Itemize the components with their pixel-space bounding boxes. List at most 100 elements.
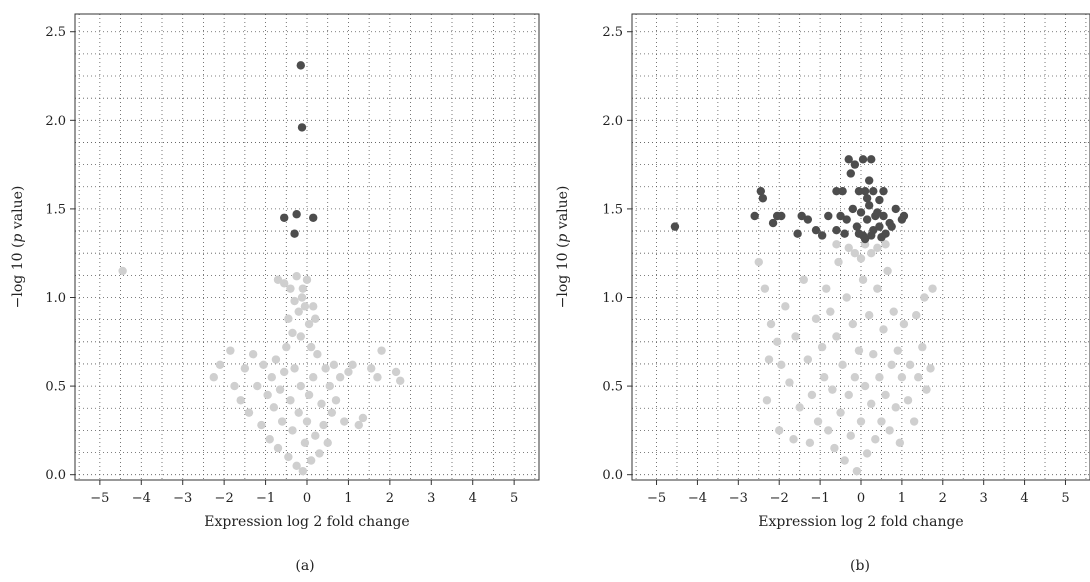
significant-point: [844, 155, 853, 164]
significant-point: [756, 186, 766, 196]
x-tick-label: 0: [303, 491, 311, 506]
point: [830, 443, 839, 453]
point: [848, 319, 858, 329]
significant-point: [860, 186, 870, 196]
point: [290, 296, 299, 306]
point: [864, 311, 874, 320]
significant-point: [858, 155, 868, 164]
point: [887, 360, 896, 370]
significant-point: [797, 211, 806, 221]
y-tick-label: 2.5: [45, 25, 66, 40]
significant-point: [899, 211, 909, 221]
point: [824, 426, 833, 435]
point: [358, 413, 368, 423]
point: [781, 302, 790, 311]
point: [300, 438, 310, 447]
point: [858, 275, 868, 284]
x-tick-label: 2: [386, 491, 394, 506]
point: [335, 373, 345, 382]
significant-point: [824, 211, 833, 221]
point: [852, 466, 862, 476]
point: [842, 293, 851, 302]
significant-point: [877, 233, 886, 242]
point: [311, 431, 320, 440]
point: [248, 349, 258, 359]
point: [271, 355, 281, 364]
point: [840, 456, 849, 465]
point: [273, 443, 283, 453]
point: [321, 364, 330, 373]
significant-point: [832, 186, 841, 196]
point: [319, 420, 328, 430]
point: [881, 240, 890, 249]
significant-point: [292, 210, 301, 219]
y-tick-label: 2.5: [602, 25, 623, 40]
point: [329, 360, 339, 370]
point: [819, 373, 829, 382]
point: [826, 307, 835, 316]
point: [867, 399, 876, 409]
x-tick-label: −2: [215, 491, 234, 506]
point: [772, 337, 782, 346]
significant-point: [309, 213, 318, 222]
point: [928, 284, 937, 293]
point: [862, 449, 872, 458]
point: [846, 431, 855, 440]
point: [873, 243, 882, 253]
point: [807, 390, 817, 400]
point: [288, 328, 297, 338]
point: [822, 284, 831, 293]
significant-point: [848, 204, 858, 214]
point: [340, 417, 349, 426]
x-tick-label: −5: [647, 491, 666, 506]
significant-point: [873, 208, 882, 217]
significant-point: [860, 234, 870, 244]
y-tick-label: 0.5: [45, 380, 66, 395]
point: [764, 355, 774, 364]
point: [344, 367, 353, 377]
point: [259, 360, 268, 370]
point: [836, 408, 845, 417]
x-axis-label: Expression log 2 fold change: [204, 514, 409, 530]
x-tick-label: −3: [729, 491, 748, 506]
point: [850, 249, 860, 258]
significant-point: [856, 208, 866, 217]
point: [306, 342, 316, 352]
y-tick-label: 1.0: [45, 291, 66, 306]
point: [850, 373, 860, 382]
significant-point: [817, 231, 827, 240]
point: [294, 408, 303, 417]
point: [294, 307, 303, 316]
point: [292, 272, 301, 281]
point: [302, 275, 312, 284]
x-tick-label: −5: [90, 491, 109, 506]
point: [805, 438, 815, 447]
point: [226, 346, 235, 355]
point: [885, 426, 894, 435]
significant-point: [840, 229, 849, 238]
point: [891, 403, 900, 412]
data-points: [118, 61, 405, 476]
significant-point: [296, 61, 305, 70]
significant-point: [891, 204, 900, 214]
point: [803, 355, 813, 364]
point: [273, 275, 283, 284]
point: [240, 364, 250, 373]
point: [897, 373, 907, 382]
x-tick-label: −2: [770, 491, 789, 506]
point: [297, 293, 307, 302]
point: [766, 319, 776, 329]
point: [331, 396, 341, 405]
significant-point: [887, 222, 896, 231]
y-tick-label: 1.5: [45, 202, 66, 217]
significant-point: [777, 211, 786, 221]
chart-panel-b: −5 −4 −3 −2 −1 0 1 2 3 4 5 0.0 0.5 1.0 1.5 2.0 2.5 Expres…: [555, 13, 1090, 574]
point: [118, 266, 127, 276]
panel-caption: (a): [295, 558, 314, 574]
y-tick-label: 1.5: [602, 202, 623, 217]
point: [762, 396, 772, 405]
point: [785, 378, 794, 387]
point: [899, 319, 909, 329]
significant-point: [842, 215, 851, 224]
point: [854, 346, 864, 355]
